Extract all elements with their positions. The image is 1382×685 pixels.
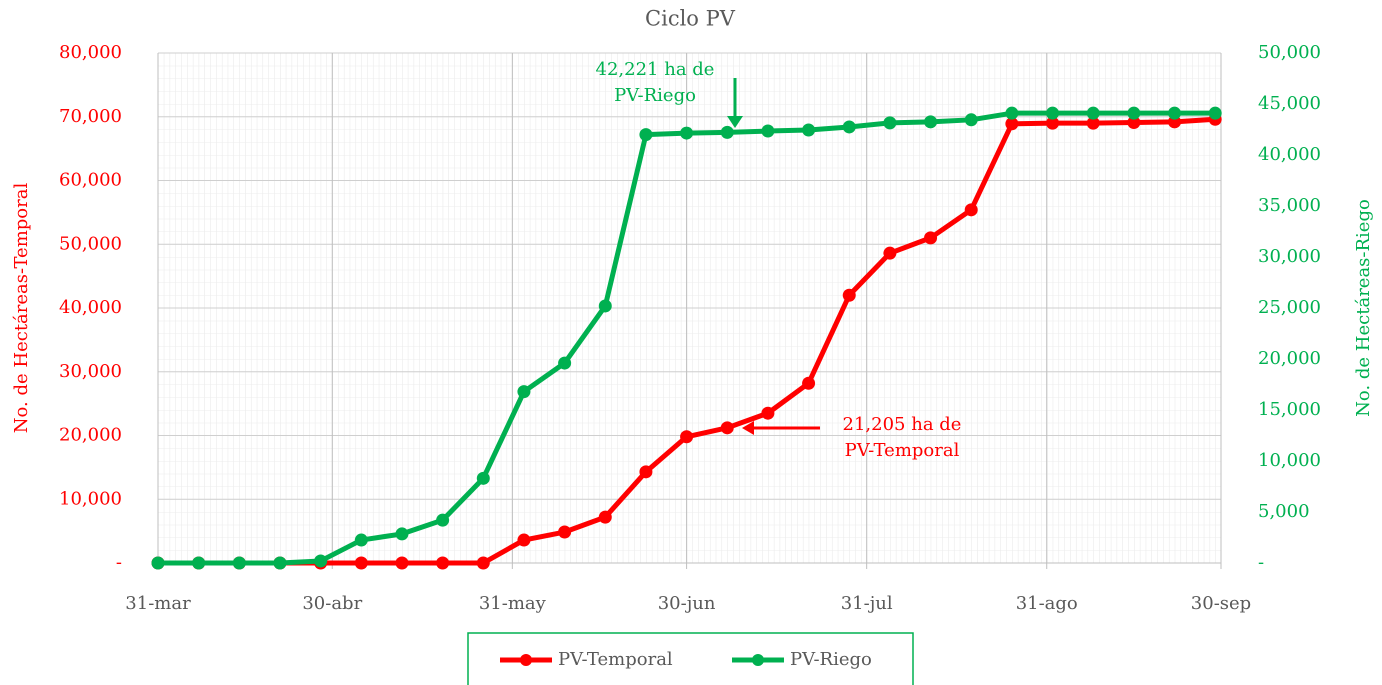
chart-title: Ciclo PV [645, 7, 736, 31]
x-tick-label: 31-jul [841, 593, 893, 614]
data-point [151, 556, 165, 570]
data-point [1046, 116, 1060, 130]
y-tick-label: 50,000 [59, 233, 122, 254]
data-point [1208, 106, 1222, 120]
data-point [1005, 106, 1019, 120]
y-tick-label: 30,000 [59, 361, 122, 382]
data-point [680, 430, 694, 444]
data-point [517, 533, 531, 547]
data-point [273, 556, 287, 570]
data-point [354, 556, 368, 570]
legend-label: PV-Temporal [558, 649, 673, 670]
data-point [1086, 106, 1100, 120]
y2-tick-label: 20,000 [1258, 348, 1321, 369]
y-tick-label: 80,000 [59, 42, 122, 63]
y2-tick-label: 40,000 [1258, 144, 1321, 165]
data-point [639, 465, 653, 479]
annotation: 42,221 ha de [596, 59, 715, 80]
x-tick-label: 30-sep [1191, 593, 1251, 614]
data-point [924, 115, 938, 129]
data-point [314, 554, 328, 568]
y2-tick-label: 15,000 [1258, 399, 1321, 420]
annotation-arrowhead [727, 116, 743, 128]
data-point [1127, 106, 1141, 120]
y-tick-label: 40,000 [59, 297, 122, 318]
data-point [558, 525, 572, 539]
y2-tick-label: 25,000 [1258, 297, 1321, 318]
y-tick-label: - [116, 552, 122, 573]
x-tick-label: 31-ago [1016, 593, 1078, 614]
legend-marker [520, 654, 532, 666]
data-point [842, 120, 856, 134]
x-tick-label: 30-abr [302, 593, 362, 614]
data-point [192, 556, 206, 570]
data-point [436, 513, 450, 527]
y2-tick-label: 45,000 [1258, 93, 1321, 114]
data-point [517, 385, 531, 399]
annotation: PV-Riego [614, 85, 696, 106]
legend-marker [752, 654, 764, 666]
data-point [1127, 115, 1141, 129]
data-point [598, 510, 612, 524]
data-point [354, 533, 368, 547]
data-point [883, 246, 897, 260]
y-tick-label: 60,000 [59, 170, 122, 191]
y-tick-label: 70,000 [59, 106, 122, 127]
y-tick-label: 20,000 [59, 425, 122, 446]
y2-tick-label: 10,000 [1258, 450, 1321, 471]
y2-tick-label: - [1258, 552, 1264, 573]
y-axis-label: No. de Hectáreas-Temporal [11, 183, 32, 434]
annotation: 21,205 ha de [843, 414, 962, 435]
data-point [761, 406, 775, 420]
data-point [680, 126, 694, 140]
y2-tick-label: 35,000 [1258, 195, 1321, 216]
legend-label: PV-Riego [790, 649, 872, 670]
data-point [639, 128, 653, 142]
data-point [720, 421, 734, 435]
y2-tick-label: 50,000 [1258, 42, 1321, 63]
data-point [476, 471, 490, 485]
data-point [1005, 117, 1019, 131]
data-point [802, 376, 816, 390]
data-point [232, 556, 246, 570]
data-point [883, 116, 897, 130]
data-point [476, 556, 490, 570]
data-point [436, 556, 450, 570]
data-point [924, 231, 938, 245]
data-point [964, 203, 978, 217]
x-tick-label: 31-mar [125, 593, 191, 614]
data-point [1168, 106, 1182, 120]
y2-tick-label: 30,000 [1258, 246, 1321, 267]
data-point [761, 124, 775, 138]
data-point [598, 299, 612, 313]
y2-axis-label: No. de Hectáreas-Riego [1353, 199, 1374, 417]
data-point [558, 356, 572, 370]
data-point [395, 527, 409, 541]
data-point [842, 288, 856, 302]
annotation-arrowhead [742, 421, 754, 435]
data-point [964, 113, 978, 127]
y2-tick-label: 5,000 [1258, 501, 1310, 522]
data-point [802, 123, 816, 137]
data-point [1046, 106, 1060, 120]
x-tick-label: 30-jun [658, 593, 716, 614]
annotation: PV-Temporal [845, 440, 960, 461]
data-point [1086, 116, 1100, 130]
data-point [720, 125, 734, 139]
x-tick-label: 31-may [479, 593, 547, 614]
data-point [395, 556, 409, 570]
y-tick-label: 10,000 [59, 488, 122, 509]
